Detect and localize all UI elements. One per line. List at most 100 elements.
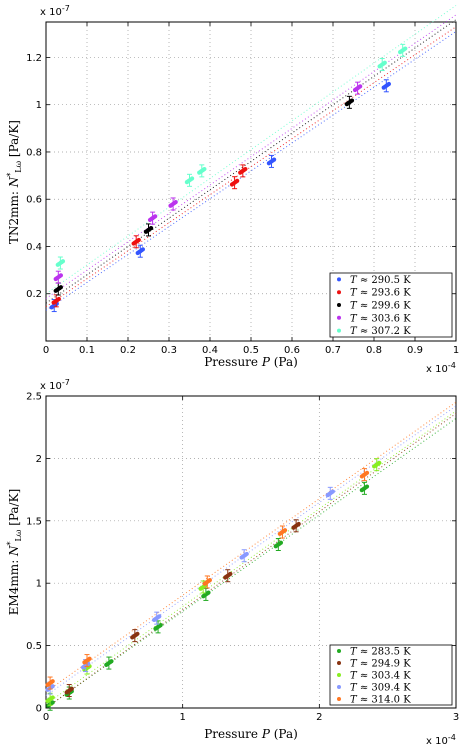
data-point: [197, 164, 207, 178]
marker: [206, 590, 211, 595]
data-point: [53, 270, 64, 284]
legend-label: T ≈ 303.4 K: [350, 671, 411, 682]
legend-entry: T ≈ 303.6 K: [337, 313, 411, 324]
y-tick-label: 0.6: [26, 195, 42, 206]
x-tick-label: 0.5: [243, 345, 259, 356]
legend-box: [329, 644, 453, 706]
marker: [157, 614, 162, 619]
data-point: [143, 223, 154, 237]
marker: [58, 285, 64, 290]
x-exponent-base: x 10: [426, 736, 448, 747]
y-axis-label: TN2mm: N*Lω [Pa/K]: [6, 120, 23, 244]
marker: [50, 700, 55, 705]
grid: [46, 22, 456, 341]
data-point: [147, 211, 158, 225]
data-point: [153, 620, 163, 634]
y-tick-label: 2.5: [26, 392, 42, 403]
marker: [243, 166, 248, 172]
x-exponent-power: -4: [448, 733, 456, 742]
legend-marker: [337, 328, 341, 333]
x-tick-label: 1: [453, 345, 459, 356]
x-tick-label: 2: [316, 712, 322, 723]
y-exponent-power: -7: [62, 4, 70, 13]
fit-lines: [45, 401, 457, 709]
data-point: [104, 656, 114, 670]
marker: [60, 259, 66, 264]
legend-marker: [337, 673, 341, 677]
legend-entry: T ≈ 290.5 K: [337, 275, 411, 286]
marker: [386, 81, 391, 87]
fit-line: [45, 26, 457, 308]
data-point: [398, 43, 408, 57]
x-tick-label: 0.4: [202, 345, 218, 356]
marker: [296, 521, 301, 527]
x-tick-label: 0.9: [407, 345, 423, 356]
marker: [228, 571, 233, 577]
y-tick-label: 0.2: [26, 289, 42, 300]
data-points: [49, 43, 408, 313]
legend-entry: T ≈ 307.2 K: [337, 326, 411, 337]
data-point: [45, 692, 55, 706]
data-point: [239, 549, 249, 563]
data-point: [229, 176, 240, 190]
data-point: [238, 164, 248, 178]
data-point: [152, 611, 162, 625]
data-point: [202, 575, 212, 589]
fit-line: [45, 19, 457, 304]
x-tick-label: 0.7: [325, 345, 341, 356]
data-point: [130, 629, 140, 643]
legend-marker: [337, 685, 341, 689]
grid: [46, 396, 456, 708]
y-ticks: 0 0.5 1 1.5 2 2.5: [26, 392, 456, 715]
y-tick-label: 0.5: [26, 641, 42, 652]
panel-tn2mm: 0 0.1 0.2 0.3 0.4 0.5 0.6 0.7 0.8 0.9 1 0.20.40.60…: [6, 4, 459, 375]
marker: [158, 622, 163, 628]
marker: [136, 237, 141, 243]
marker: [403, 46, 408, 51]
data-point: [135, 244, 145, 258]
y-tick-label: 0.8: [26, 147, 42, 158]
x-ticks: 0 0.1 0.2 0.3 0.4 0.5 0.6 0.7 0.8 0.9 1: [43, 22, 459, 356]
marker: [202, 166, 207, 172]
x-tick-label: 0.2: [120, 345, 136, 356]
marker: [330, 489, 335, 494]
x-tick-label: 0: [43, 712, 49, 723]
y-exponent-base: x 10: [40, 7, 62, 18]
data-point: [82, 654, 92, 668]
data-point: [131, 235, 141, 249]
legend-entry: T ≈ 293.6 K: [337, 288, 411, 299]
y-tick-label: 1.2: [26, 53, 42, 64]
marker: [173, 200, 178, 205]
data-point: [55, 256, 66, 270]
y-tick-label: 0: [36, 704, 42, 715]
legend-label: T ≈ 293.6 K: [350, 288, 411, 299]
y-tick-label: 2: [36, 454, 42, 465]
legend-marker: [337, 290, 341, 295]
data-point: [372, 458, 382, 472]
legend-marker: [337, 649, 341, 653]
marker: [50, 679, 55, 684]
x-exponent-base: x 10: [426, 364, 448, 375]
legend-label: T ≈ 307.2 K: [350, 326, 411, 337]
legend-marker: [337, 315, 341, 320]
marker: [149, 226, 154, 231]
data-point: [266, 154, 277, 168]
y-tick-label: 1.5: [26, 516, 42, 527]
x-tick-label: 1: [179, 712, 185, 723]
x-tick-label: 0: [43, 345, 49, 356]
legend-label: T ≈ 303.6 K: [350, 313, 411, 324]
data-point: [352, 81, 363, 95]
legend-label: T ≈ 299.6 K: [350, 301, 411, 312]
data-point: [273, 538, 284, 552]
legend-label: T ≈ 309.4 K: [350, 683, 411, 694]
marker: [282, 528, 288, 533]
marker: [364, 484, 370, 489]
marker: [272, 157, 277, 162]
legend-entry: T ≈ 303.4 K: [337, 671, 411, 682]
legend-entry: T ≈ 309.4 K: [337, 683, 411, 694]
data-point: [277, 525, 288, 539]
marker: [244, 551, 249, 557]
marker: [58, 273, 64, 278]
